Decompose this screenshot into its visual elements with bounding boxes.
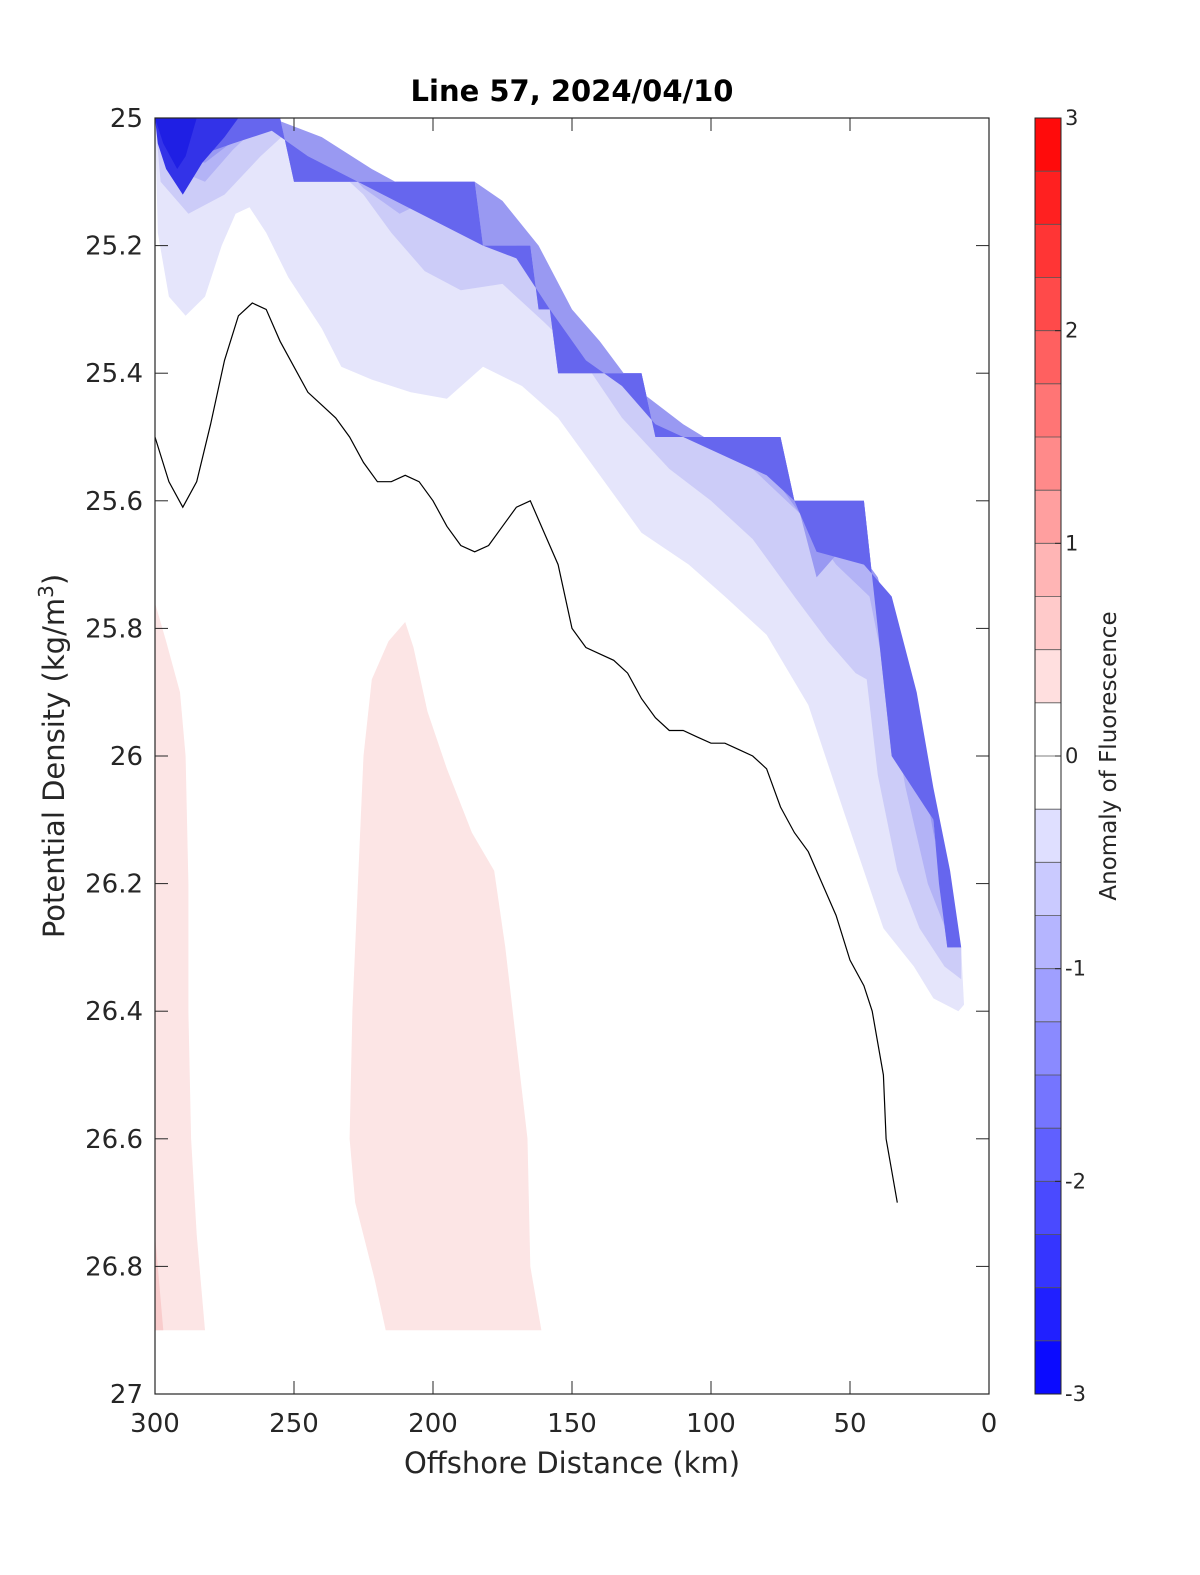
- colorbar-band: [1035, 1287, 1061, 1342]
- colorbar-band: [1035, 437, 1061, 491]
- y-tick-label: 26: [110, 742, 143, 772]
- x-axis: 300 250 200 150 100 50 0: [130, 118, 997, 1439]
- colorbar-band: [1035, 224, 1061, 278]
- colorbar-tick-label: 1: [1065, 531, 1078, 555]
- colorbar-label: Anomaly of Fluorescence: [1096, 611, 1122, 900]
- colorbar-tick-label: 0: [1065, 744, 1078, 768]
- colorbar-band: [1035, 1340, 1061, 1395]
- negative-anomaly-region-3: [155, 118, 962, 948]
- x-tick-label: 0: [981, 1409, 998, 1439]
- x-axis-label: Offshore Distance (km): [404, 1446, 740, 1480]
- colorbar-band: [1035, 490, 1061, 544]
- y-axis-label-text: Potential Density (kg/m: [37, 598, 71, 938]
- y-axis-label-superscript: 3: [34, 585, 58, 598]
- y-tick-label: 26.8: [85, 1252, 143, 1282]
- colorbar-band: [1035, 862, 1061, 916]
- negative-anomaly-region-1: [155, 118, 962, 980]
- y-tick-label: 26.4: [85, 997, 143, 1027]
- y-axis-label: Potential Density (kg/m3): [34, 574, 71, 938]
- colorbar-band: [1035, 756, 1061, 810]
- colorbar-band: [1035, 596, 1061, 651]
- colorbar: 3 2 1 0 -1 -2 -3: [1034, 106, 1086, 1406]
- colorbar-band: [1035, 1181, 1061, 1235]
- x-tick-label: 200: [408, 1409, 458, 1439]
- colorbar-band: [1035, 383, 1061, 438]
- x-tick-label: 50: [833, 1409, 866, 1439]
- colorbar-band: [1035, 1128, 1061, 1182]
- y-axis: 25 25.2 25.4 25.6 25.8 26 26.2 26.4 26.6 26.8 27: [85, 104, 989, 1410]
- y-tick-label: 25.2: [85, 232, 143, 262]
- x-tick-label: 150: [547, 1409, 597, 1439]
- contour-layer: [155, 118, 964, 1331]
- colorbar-band: [1035, 171, 1061, 225]
- negative-anomaly-region-outer-0: [155, 118, 964, 1012]
- positive-anomaly-region-9: [155, 1234, 164, 1331]
- colorbar-band: [1035, 809, 1061, 863]
- colorbar-band: [1035, 1075, 1061, 1129]
- colorbar-band: [1035, 118, 1061, 172]
- negative-anomaly-region-6: [155, 118, 197, 169]
- colorbar-tick-label: 2: [1065, 319, 1078, 343]
- colorbar-band: [1035, 543, 1061, 597]
- y-tick-label: 25.8: [85, 614, 143, 644]
- colorbar-band: [1035, 968, 1061, 1023]
- y-tick-label: 25: [110, 104, 143, 134]
- colorbar-tick-label: -2: [1065, 1169, 1086, 1193]
- positive-anomaly-region-8: [349, 622, 542, 1331]
- colorbar-band: [1035, 702, 1061, 757]
- y-axis-label-close: ): [37, 574, 71, 585]
- y-tick-label: 25.6: [85, 487, 143, 517]
- zero-anomaly-contour-line: [155, 302, 898, 1203]
- x-tick-label: 300: [130, 1409, 180, 1439]
- colorbar-tick-label: -3: [1065, 1382, 1086, 1406]
- plot-frame: [154, 117, 990, 1395]
- x-tick-label: 100: [686, 1409, 736, 1439]
- colorbar-band: [1035, 330, 1061, 385]
- y-tick-label: 25.4: [85, 359, 143, 389]
- colorbar-tick-label: -1: [1065, 957, 1086, 981]
- positive-anomaly-region-7: [155, 602, 205, 1331]
- colorbar-band: [1035, 277, 1061, 332]
- colorbar-band: [1035, 649, 1061, 704]
- y-tick-label: 26.6: [85, 1125, 143, 1155]
- chart-title: Line 57, 2024/04/10: [411, 74, 734, 108]
- colorbar-band: [1035, 1234, 1061, 1289]
- colorbar-band: [1035, 1021, 1061, 1076]
- colorbar-band: [1035, 915, 1061, 970]
- y-tick-label: 27: [110, 1380, 143, 1410]
- y-tick-label: 26.2: [85, 870, 143, 900]
- x-tick-label: 250: [269, 1409, 319, 1439]
- colorbar-tick-label: 3: [1065, 106, 1078, 130]
